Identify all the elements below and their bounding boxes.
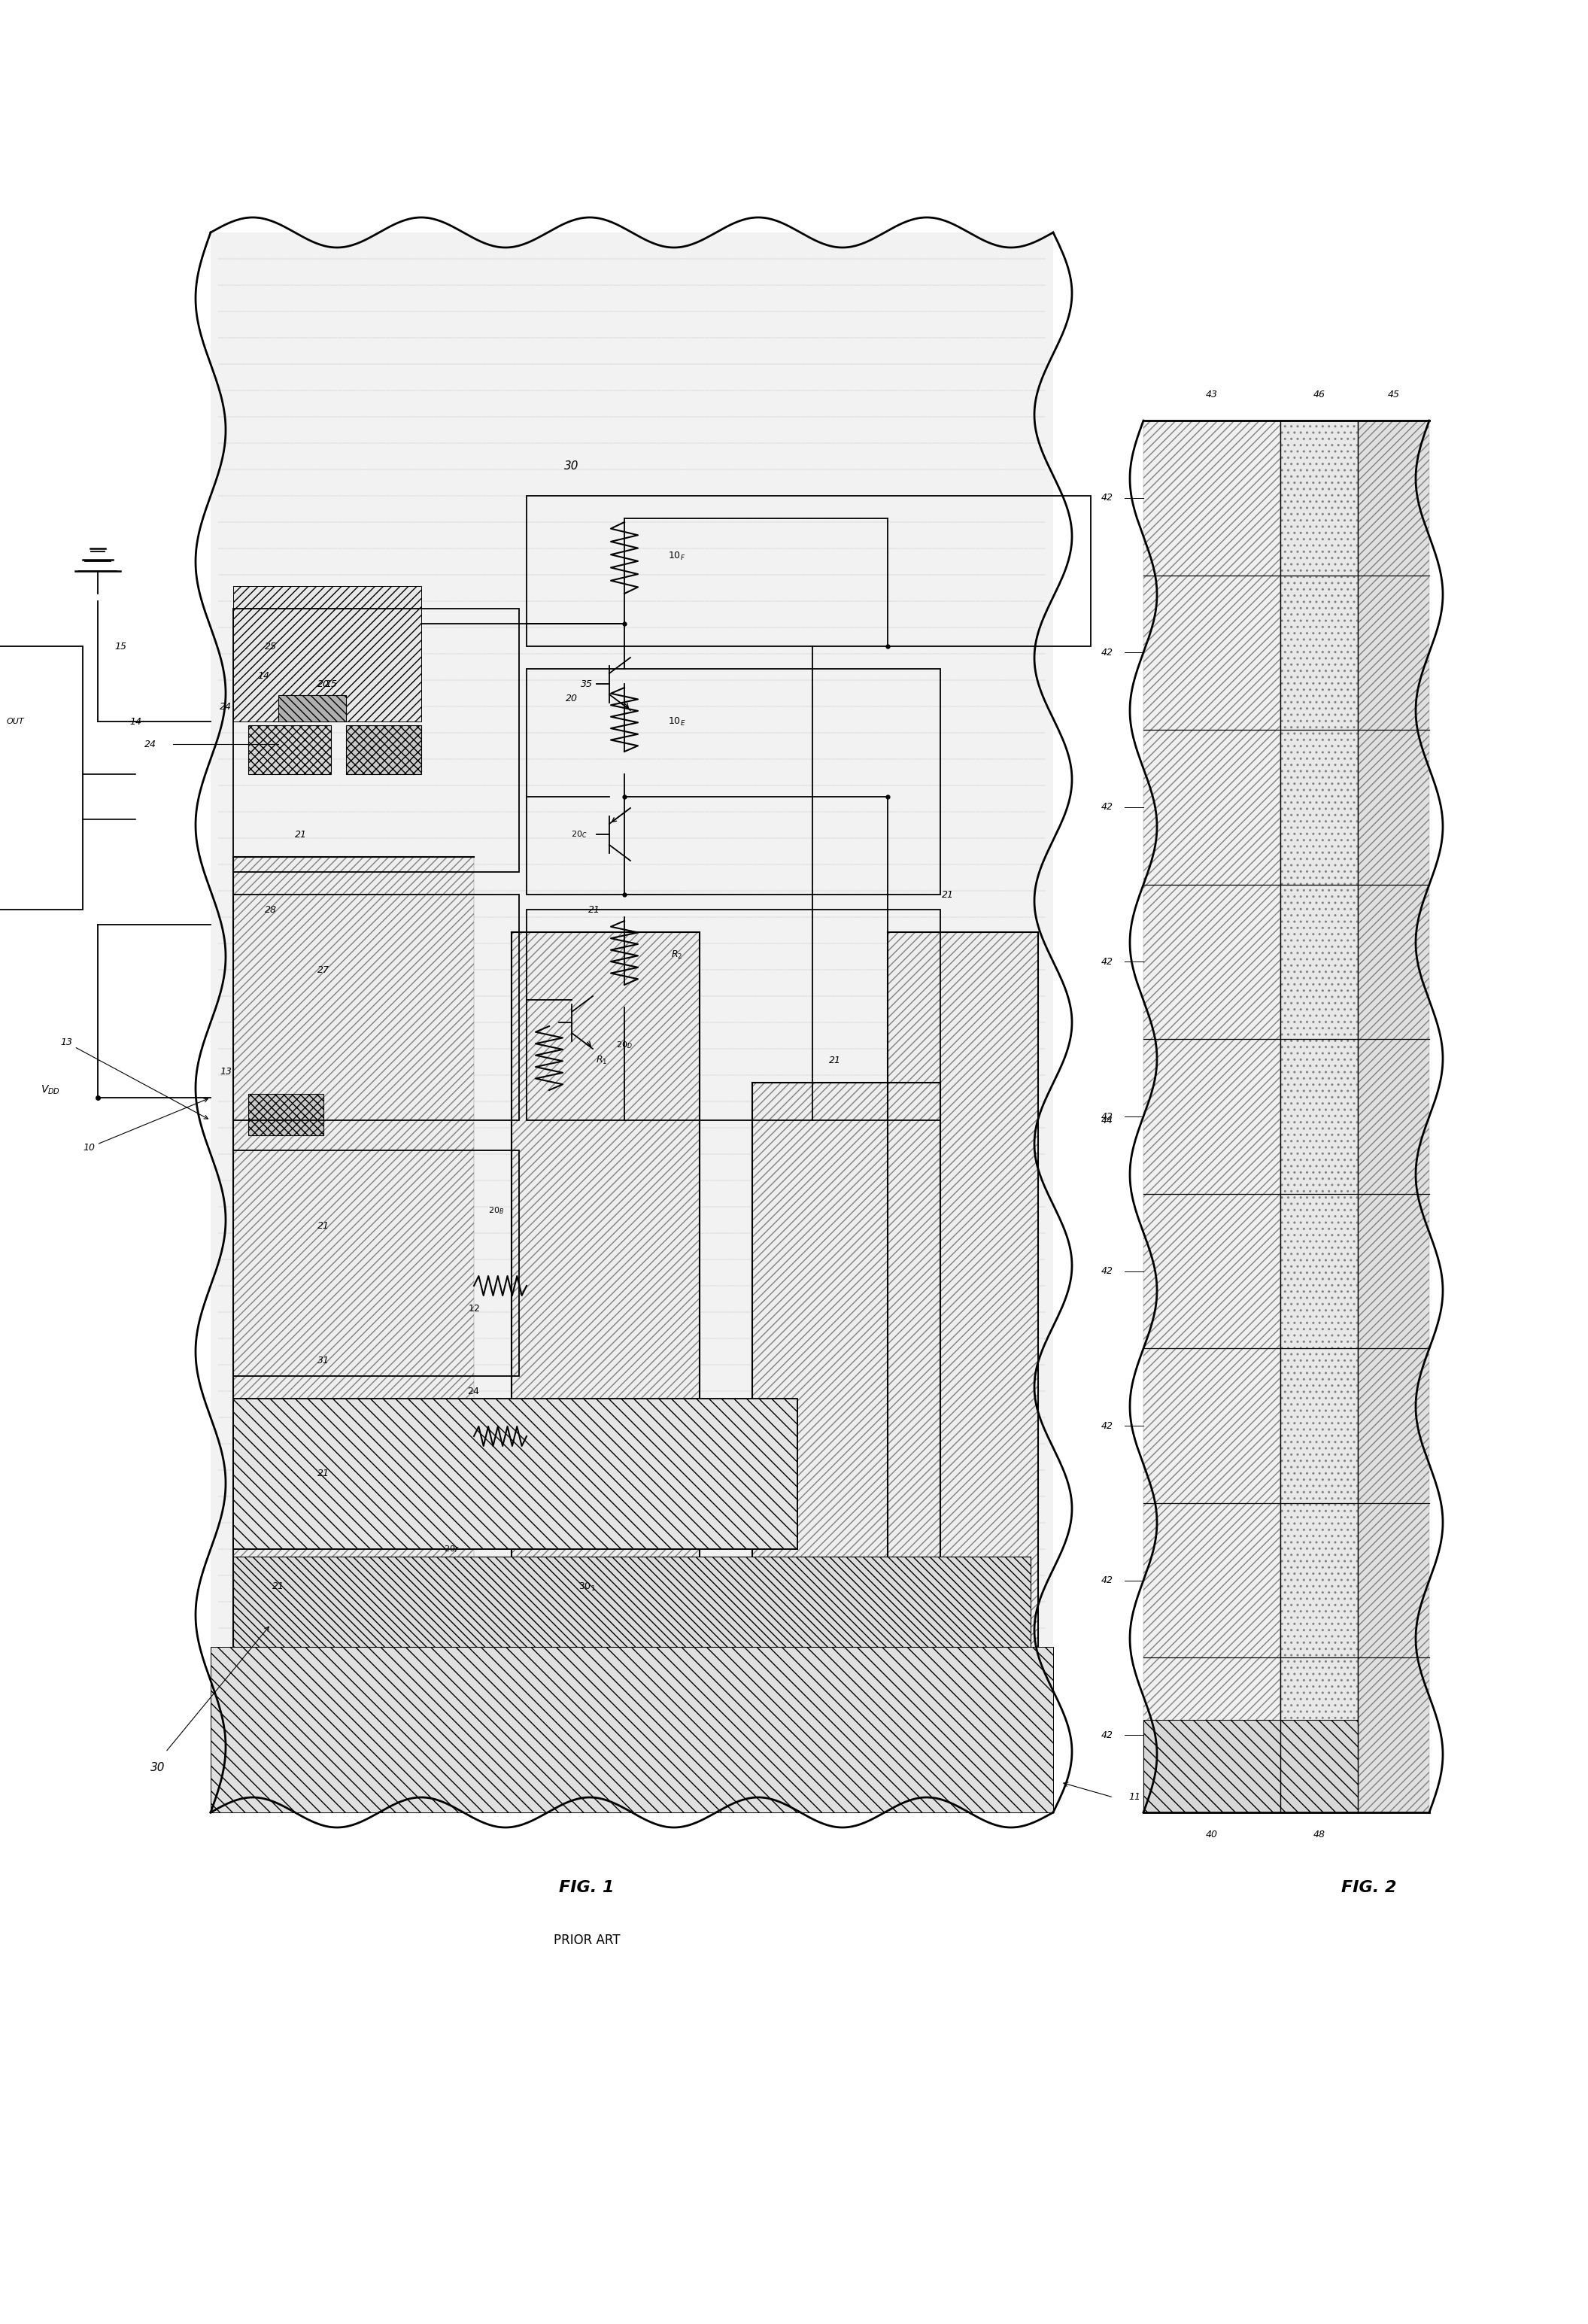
Bar [527, 495, 1091, 646]
Text: 42: 42 [1102, 1729, 1113, 1741]
Text: 30: 30 [151, 1762, 165, 1773]
Text: 20: 20 [318, 679, 329, 688]
Text: 21: 21 [588, 904, 600, 913]
Text: 14: 14 [257, 672, 270, 681]
Text: 42: 42 [1102, 1576, 1113, 1585]
Text: 43: 43 [1205, 390, 1218, 400]
Text: 13: 13 [219, 1067, 232, 1076]
Bar [1358, 421, 1429, 1813]
Bar [233, 1557, 1031, 1648]
Bar [527, 669, 940, 895]
Text: 48: 48 [1313, 1829, 1326, 1841]
Bar [0, 646, 83, 909]
Text: 10: 10 [83, 1099, 208, 1153]
Text: $V_{DD}$: $V_{DD}$ [41, 1083, 60, 1097]
Text: 21: 21 [942, 890, 954, 899]
Text: FIG. 1: FIG. 1 [559, 1880, 615, 1894]
Bar [527, 909, 940, 1120]
Text: 44: 44 [1102, 1116, 1113, 1125]
Bar [753, 1083, 940, 1648]
Text: 40: 40 [1205, 1829, 1218, 1841]
Text: $20_D$: $20_D$ [616, 1039, 632, 1050]
Text: OUT: OUT [6, 718, 24, 725]
Text: $20_C$: $20_C$ [572, 830, 588, 839]
Text: $20_F$: $20_F$ [443, 1543, 459, 1555]
Text: 24: 24 [219, 702, 232, 711]
Bar [233, 858, 473, 1648]
Bar [888, 932, 1039, 1648]
Text: $10_E$: $10_E$ [669, 716, 686, 727]
Bar [233, 1150, 519, 1376]
Text: 24: 24 [145, 739, 157, 748]
Text: 30: 30 [564, 460, 580, 472]
Text: 21: 21 [318, 1220, 329, 1229]
Text: 42: 42 [1102, 802, 1113, 811]
Text: 42: 42 [1102, 1267, 1113, 1276]
Text: 35: 35 [581, 679, 592, 688]
Bar [233, 609, 519, 872]
Text: 21: 21 [318, 1469, 329, 1478]
Bar [233, 1399, 797, 1550]
Text: 15: 15 [114, 641, 127, 651]
Text: 42: 42 [1102, 1420, 1113, 1432]
Bar [233, 586, 421, 720]
Text: 27: 27 [318, 964, 329, 974]
Text: 42: 42 [1102, 1111, 1113, 1122]
Text: 21: 21 [272, 1583, 284, 1592]
Text: $R_2$: $R_2$ [672, 948, 683, 960]
Text: $R_1$: $R_1$ [596, 1055, 608, 1067]
Text: $30_1$: $30_1$ [578, 1580, 596, 1592]
Text: 42: 42 [1102, 493, 1113, 502]
Text: 28: 28 [265, 904, 276, 913]
Bar [278, 695, 346, 720]
Text: FIG. 2: FIG. 2 [1342, 1880, 1397, 1894]
Bar [211, 232, 1053, 1813]
Text: $24$: $24$ [467, 1385, 481, 1397]
Text: $20_B$: $20_B$ [489, 1206, 505, 1215]
Bar [248, 1095, 324, 1136]
Text: PRIOR ART: PRIOR ART [554, 1934, 619, 1948]
Bar [211, 1648, 1053, 1813]
Text: 42: 42 [1102, 957, 1113, 967]
Text: 21: 21 [295, 830, 306, 839]
Text: 42: 42 [1102, 648, 1113, 658]
Bar [1143, 421, 1280, 1813]
Text: $12$: $12$ [468, 1304, 480, 1313]
Text: 21: 21 [829, 1055, 842, 1064]
Text: 11: 11 [1129, 1792, 1140, 1801]
Bar [248, 725, 330, 774]
Bar [346, 725, 421, 774]
Text: 31: 31 [318, 1357, 329, 1367]
Text: $10_F$: $10_F$ [669, 551, 686, 562]
Bar [1280, 421, 1358, 1813]
Bar [511, 932, 700, 1648]
Text: 15: 15 [326, 679, 337, 688]
Text: 25: 25 [265, 641, 276, 651]
Bar [233, 1399, 797, 1550]
Text: 14: 14 [129, 716, 141, 727]
Text: 46: 46 [1313, 390, 1326, 400]
Text: 45: 45 [1388, 390, 1399, 400]
Bar [1143, 1720, 1358, 1813]
Text: 20: 20 [565, 695, 578, 704]
Text: 13: 13 [60, 1037, 208, 1118]
Bar [233, 895, 519, 1120]
